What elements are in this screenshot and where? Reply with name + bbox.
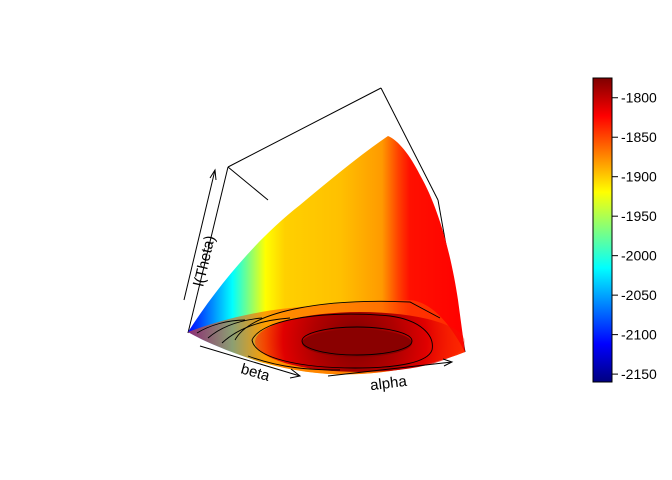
colorbar-gradient <box>593 78 612 382</box>
contour-line <box>234 300 441 341</box>
colorbar-frame <box>592 77 613 383</box>
contour-lines <box>196 300 441 371</box>
colorbar-tick-label: -2100 <box>621 327 657 343</box>
contour-line <box>221 317 291 344</box>
x-axis-label: beta <box>239 360 272 385</box>
x-axis-arrowhead <box>289 368 302 379</box>
z-axis-arrowhead <box>209 168 217 181</box>
colorbar-tick-label: -2150 <box>621 366 657 382</box>
surface-peak-core <box>302 329 412 357</box>
contour-line <box>251 313 433 369</box>
axes <box>183 168 454 379</box>
colorbar-tick-label: -1850 <box>621 129 657 145</box>
colorbar-tick-label: -2050 <box>621 287 657 303</box>
colorbar-tick-label: -1800 <box>621 90 657 106</box>
z-axis-line <box>183 169 216 301</box>
colorbar-tick-label: -1900 <box>621 169 657 185</box>
x-axis-line <box>199 345 301 377</box>
contour-line <box>247 355 341 371</box>
contour-line <box>196 319 246 334</box>
surface <box>188 136 465 375</box>
y-axis-line <box>327 361 453 377</box>
colorbar-tick-label: -2000 <box>621 248 657 264</box>
y-axis-arrowhead <box>442 358 454 367</box>
colorbar: -1800 -1850 -1900 -1950 -2000 -2050 -2100 -2150 <box>592 77 657 383</box>
contour-line <box>207 317 263 339</box>
y-axis-label: alpha <box>369 373 408 394</box>
z-axis-label: l(Theta) <box>191 234 219 288</box>
contour-line <box>301 326 413 356</box>
colorbar-ticks: -1800 -1850 -1900 -1950 -2000 -2050 -2100 -2150 <box>612 90 657 382</box>
colorbar-tick-label: -1950 <box>621 208 657 224</box>
